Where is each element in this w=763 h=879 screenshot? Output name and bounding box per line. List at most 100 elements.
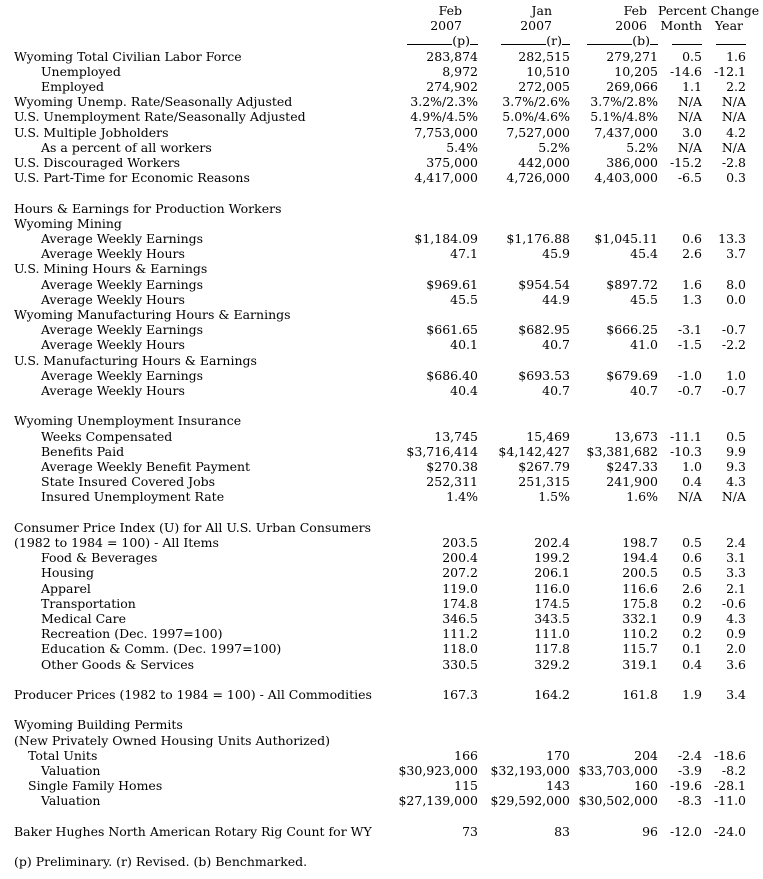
cell-value: -0.7 <box>721 322 746 338</box>
cell-value: 73 <box>462 823 478 839</box>
row-label: Baker Hughes North American Rotary Rig C… <box>14 823 372 839</box>
cell-value: 0.5 <box>682 48 702 64</box>
cell-value: 4,417,000 <box>414 170 478 186</box>
cell-value: 45.5 <box>450 291 478 307</box>
cell-value: 375,000 <box>426 155 478 171</box>
col-header-percent-change: Percent Change <box>658 3 760 18</box>
cell-value: 40.7 <box>542 337 570 353</box>
section-label: (New Privately Owned Housing Units Autho… <box>14 732 331 748</box>
cell-value: 330.5 <box>442 656 478 672</box>
cell-value: 279,271 <box>606 48 658 64</box>
table-row: Average Weekly Hours 40.1 40.7 41.0 -1.5 -2.2 <box>0 337 746 352</box>
cell-value: $954.54 <box>518 276 570 292</box>
row-label: Medical Care <box>41 611 127 627</box>
cell-value: 96 <box>642 823 658 839</box>
cell-value: 45.5 <box>630 291 658 307</box>
cell-value: 115.7 <box>622 641 658 657</box>
section-row: Wyoming Mining <box>0 216 746 231</box>
cell-value: $897.72 <box>606 276 658 292</box>
cell-value: -0.7 <box>721 383 746 399</box>
cell-value: 0.2 <box>682 626 702 642</box>
cell-value: -6.5 <box>677 170 702 186</box>
section-row: Wyoming Manufacturing Hours & Earnings <box>0 307 746 322</box>
cell-value: 116.6 <box>622 580 658 596</box>
cell-value: $30,923,000 <box>398 763 478 779</box>
spacer-row <box>0 398 746 413</box>
cell-value: 1.6% <box>626 489 658 505</box>
spacer-row <box>0 809 746 824</box>
cell-value: 110.2 <box>622 626 658 642</box>
row-label: Apparel <box>41 580 91 596</box>
cell-value: 3.4 <box>726 687 746 703</box>
table-row: Average Weekly Earnings $1,184.09 $1,176.8… <box>0 231 746 246</box>
cell-value: 241,900 <box>606 474 658 490</box>
cell-value: $1,045.11 <box>594 231 658 247</box>
row-label: U.S. Discouraged Workers <box>14 155 181 171</box>
benchmarked-mark: (b) <box>632 33 650 49</box>
row-label: Recreation (Dec. 1997=100) <box>41 626 223 642</box>
row-label: Average Weekly Earnings <box>41 322 204 338</box>
rule-benchmarked: (b) <box>570 33 658 48</box>
table-row: U.S. Multiple Jobholders 7,753,000 7,527,0… <box>0 125 746 140</box>
cell-value: 4.2 <box>726 124 746 140</box>
table-row: Apparel 119.0 116.0 116.6 2.6 2.1 <box>0 581 746 596</box>
cell-value: N/A <box>677 139 702 155</box>
row-label: Average Weekly Hours <box>41 383 185 399</box>
spacer-cell <box>0 809 746 824</box>
cell-value: 1.1 <box>682 79 702 95</box>
row-label: Average Weekly Hours <box>41 246 185 262</box>
cell-value: -12.1 <box>713 63 746 79</box>
table-row: Average Weekly Earnings $686.40 $693.53 $67… <box>0 368 746 383</box>
section-row: U.S. Mining Hours & Earnings <box>0 261 746 276</box>
cell-value: 1.3 <box>682 291 702 307</box>
table-row: U.S. Discouraged Workers 375,000 442,000 38… <box>0 155 746 170</box>
row-label: Producer Prices (1982 to 1984 = 100) - A… <box>14 687 372 703</box>
cell-value: 198.7 <box>622 535 658 551</box>
cell-value: 2.1 <box>726 580 746 596</box>
cell-value: $27,139,000 <box>398 793 478 809</box>
section-label: Wyoming Mining <box>14 215 122 231</box>
cell-value: $1,184.09 <box>414 231 478 247</box>
cell-value: 3.7 <box>726 246 746 262</box>
cell-value: 2.0 <box>726 641 746 657</box>
cell-value: 3.1 <box>726 550 746 566</box>
cell-value: 41.0 <box>630 337 658 353</box>
rule-line <box>672 42 702 46</box>
section-label: Wyoming Building Permits <box>14 717 183 733</box>
section-row: U.S. Manufacturing Hours & Earnings <box>0 353 746 368</box>
cell-value: N/A <box>721 489 746 505</box>
cell-value: 40.4 <box>450 383 478 399</box>
cell-value: 272,005 <box>518 79 570 95</box>
row-label: Wyoming Unemp. Rate/Seasonally Adjusted <box>14 94 293 110</box>
preliminary-mark: (p) <box>452 33 470 49</box>
cell-value: 199.2 <box>534 550 570 566</box>
cell-value: 4.3 <box>726 611 746 627</box>
table-row: Average Weekly Hours 45.5 44.9 45.5 1.3 0.0 <box>0 292 746 307</box>
footnote: (p) Preliminary. (r) Revised. (b) Benchm… <box>14 854 308 870</box>
cell-value: 0.1 <box>682 641 702 657</box>
cell-value: 10,205 <box>614 63 658 79</box>
row-label: (1982 to 1984 = 100) - All Items <box>14 535 219 551</box>
spacer-row <box>0 185 746 200</box>
cell-value: 1.0 <box>682 459 702 475</box>
cell-value: 0.3 <box>726 170 746 186</box>
cell-value: -14.6 <box>669 63 702 79</box>
table-header: Feb Jan Feb Percent Change 2007 2007 200… <box>0 3 760 49</box>
cell-value: N/A <box>721 109 746 125</box>
table-row: (1982 to 1984 = 100) - All Items 203.5 202… <box>0 535 746 550</box>
cell-value: 319.1 <box>622 656 658 672</box>
cell-value: -3.9 <box>677 763 702 779</box>
rule-line <box>470 42 478 46</box>
cell-value: 0.6 <box>682 231 702 247</box>
table-row: U.S. Part-Time for Economic Reasons 4,417… <box>0 170 746 185</box>
section-label: U.S. Manufacturing Hours & Earnings <box>14 352 257 368</box>
cell-value: 170 <box>546 747 570 763</box>
cell-value: -1.0 <box>677 367 702 383</box>
col-header-year-3: 2006 <box>615 18 647 34</box>
cell-value: 200.4 <box>442 550 478 566</box>
cell-value: 174.8 <box>442 595 478 611</box>
section-row: Wyoming Building Permits <box>0 717 746 732</box>
cell-value: $682.95 <box>518 322 570 338</box>
cell-value: 7,437,000 <box>594 124 658 140</box>
cell-value: $661.65 <box>426 322 478 338</box>
